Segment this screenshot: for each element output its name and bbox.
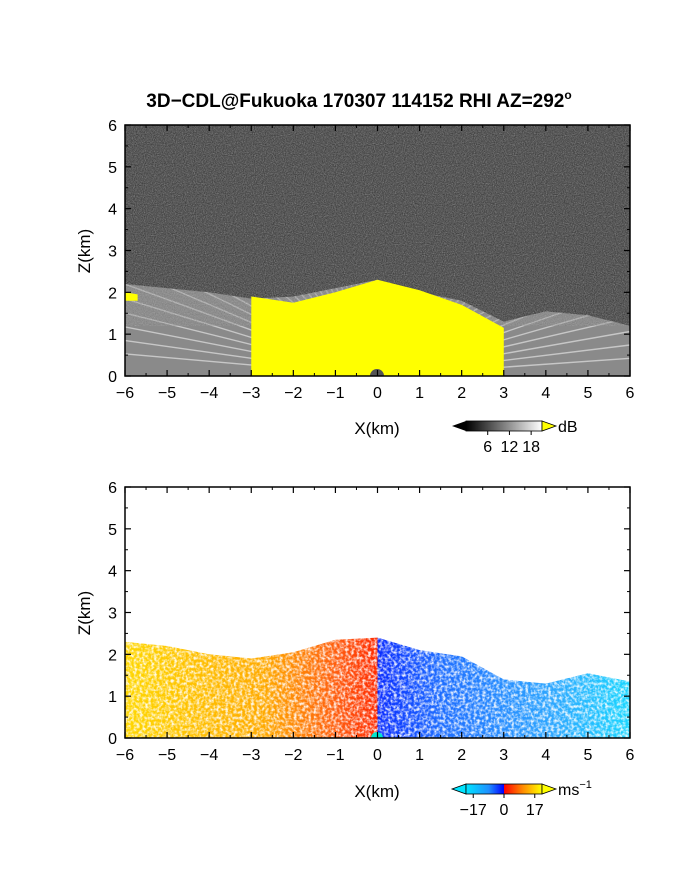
x-tick-label: 6 xyxy=(626,747,635,764)
x-tick-label: 5 xyxy=(583,385,592,402)
colorbar-tick-label: −17 xyxy=(460,802,487,819)
x-tick-label: 3 xyxy=(499,747,508,764)
colorbar-tick-label: 0 xyxy=(500,802,509,819)
x-tick-label: −6 xyxy=(116,385,134,402)
x-tick-label: 2 xyxy=(457,747,466,764)
colorbar-tick-label: 18 xyxy=(522,439,540,456)
x-tick-label: 1 xyxy=(415,747,424,764)
y-tick-label: 3 xyxy=(108,244,117,261)
colorbar-tick-label: 12 xyxy=(501,439,519,456)
figure-title: 3D−CDL@Fukuoka 170307 114152 RHI AZ=292o xyxy=(146,88,571,112)
y-tick-label: 5 xyxy=(108,160,117,177)
velocity-panel: −6 −5 −4 −3 −2 −1 0 1 2 3 4 5 6 0 1 2 3 4 5 6 X(km) Z(km) m… xyxy=(75,480,635,819)
y-tick-label: 4 xyxy=(108,202,117,219)
x-tick-label: 3 xyxy=(499,385,508,402)
x-tick-label: 0 xyxy=(373,385,382,402)
x-tick-label: 1 xyxy=(415,385,424,402)
y-tick-label: 1 xyxy=(108,689,117,706)
velocity-xlabel: X(km) xyxy=(354,782,399,801)
y-tick-label: 5 xyxy=(108,522,117,539)
backscatter-saturated-area xyxy=(251,279,504,376)
x-tick-label: −1 xyxy=(326,747,344,764)
colorbar-tick-label: 6 xyxy=(483,439,492,456)
colorbar-under-arrow xyxy=(452,421,466,431)
velocity-field xyxy=(125,487,630,738)
colorbar-ramp xyxy=(465,420,543,432)
x-tick-label: 0 xyxy=(373,747,382,764)
backscatter-saturated-patch xyxy=(125,292,138,301)
y-tick-label: 2 xyxy=(108,647,117,664)
x-tick-label: −2 xyxy=(284,385,302,402)
x-tick-label: −6 xyxy=(116,747,134,764)
colorbar-unit: dB xyxy=(558,419,578,436)
x-tick-label: −4 xyxy=(200,385,218,402)
backscatter-xlabel: X(km) xyxy=(354,419,399,438)
backscatter-ylabel: Z(km) xyxy=(75,229,94,273)
x-tick-label: −3 xyxy=(242,747,260,764)
y-tick-label: 4 xyxy=(108,564,117,581)
y-tick-label: 2 xyxy=(108,285,117,302)
x-tick-label: 5 xyxy=(583,747,592,764)
x-tick-label: 4 xyxy=(541,385,550,402)
x-tick-label: −5 xyxy=(158,747,176,764)
colorbar-over-arrow xyxy=(541,420,558,432)
x-tick-label: −4 xyxy=(200,747,218,764)
y-tick-label: 0 xyxy=(108,369,117,386)
colorbar-unit: ms−1 xyxy=(558,779,592,799)
x-tick-label: −2 xyxy=(284,747,302,764)
colorbar-over-arrow xyxy=(541,783,558,795)
velocity-speckle xyxy=(125,487,630,738)
x-tick-label: −3 xyxy=(242,385,260,402)
y-tick-label: 6 xyxy=(108,480,117,497)
y-tick-label: 0 xyxy=(108,731,117,748)
x-tick-label: 4 xyxy=(541,747,550,764)
y-tick-label: 3 xyxy=(108,606,117,623)
y-tick-label: 6 xyxy=(108,118,117,135)
y-tick-label: 1 xyxy=(108,327,117,344)
x-tick-label: −1 xyxy=(326,385,344,402)
colorbar-tick-label: 17 xyxy=(526,802,544,819)
velocity-ylabel: Z(km) xyxy=(75,591,94,635)
colorbar-ramp xyxy=(465,783,543,795)
backscatter-field xyxy=(125,125,630,376)
velocity-colorbar: ms−1 −17 0 17 xyxy=(450,779,592,819)
colorbar-under-arrow xyxy=(450,783,467,795)
x-tick-label: 6 xyxy=(626,385,635,402)
noise-cover-texture xyxy=(125,125,630,326)
x-tick-label: −5 xyxy=(158,385,176,402)
x-tick-label: 2 xyxy=(457,385,466,402)
backscatter-colorbar: dB 6 12 18 xyxy=(452,419,578,456)
